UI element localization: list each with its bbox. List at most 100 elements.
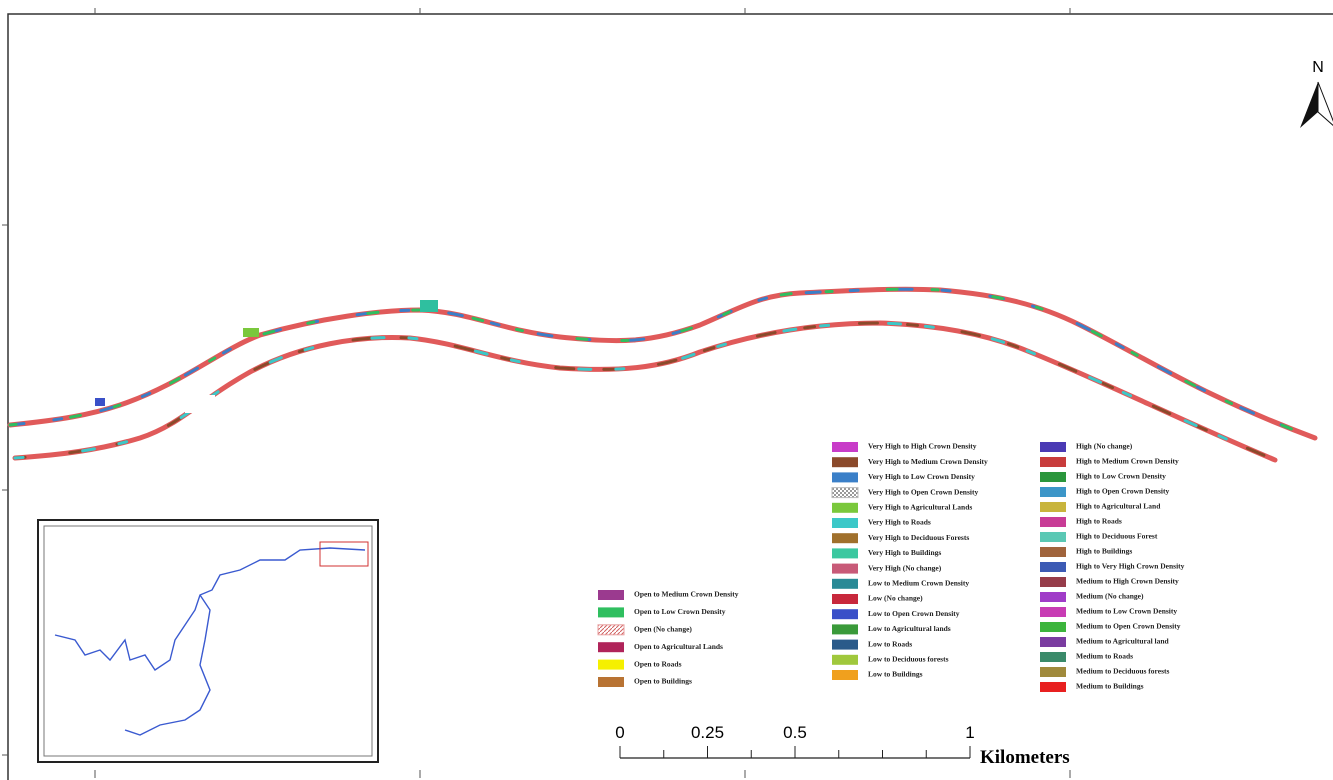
south-bank — [12, 320, 1278, 463]
legend-swatch — [832, 654, 858, 665]
legend-swatch — [598, 590, 624, 600]
inset-map — [37, 519, 379, 763]
legend-label: Low to Buildings — [868, 670, 923, 679]
legend-label: Medium to High Crown Density — [1076, 577, 1179, 586]
legend-label: Medium to Low Crown Density — [1076, 607, 1177, 616]
legend-swatch — [832, 548, 858, 559]
legend: Open to Medium Crown Density Open to Low … — [597, 442, 1185, 692]
legend-label: High to Deciduous Forest — [1076, 532, 1158, 541]
south-bank-change — [13, 321, 1277, 462]
legend-swatch — [1040, 682, 1066, 692]
legend-swatch — [832, 609, 858, 620]
legend-swatch — [1040, 622, 1066, 632]
legend-label: Very High to Roads — [868, 518, 931, 527]
legend-label: Very High to Agricultural Lands — [868, 503, 972, 512]
graticule-ticks — [2, 8, 1071, 778]
legend-label: Very High to Deciduous Forests — [868, 533, 969, 542]
legend-swatch — [832, 563, 858, 574]
legend-label: Low to Deciduous forests — [868, 655, 949, 664]
north-bank-change — [8, 287, 1317, 440]
legend-swatch — [1040, 487, 1066, 497]
patch — [95, 398, 105, 406]
legend-swatch — [1040, 532, 1066, 542]
scale-label: 1 — [965, 723, 974, 742]
legend-label: Medium to Roads — [1076, 652, 1133, 661]
legend-swatch — [832, 578, 858, 589]
legend-swatch — [832, 670, 858, 680]
patch — [243, 328, 259, 337]
legend-label: Open to Agricultural Lands — [634, 642, 723, 651]
scale-label: 0.25 — [691, 723, 724, 742]
scale-label: 0 — [615, 723, 624, 742]
legend-label: Very High to Medium Crown Density — [868, 457, 988, 466]
legend-label: Medium to Open Crown Density — [1076, 622, 1181, 631]
legend-label: High to Very High Crown Density — [1076, 562, 1185, 571]
legend-label: Medium to Agricultural land — [1076, 637, 1170, 646]
legend-swatch — [598, 677, 624, 687]
legend-swatch — [597, 624, 625, 636]
legend-label: High to Open Crown Density — [1076, 487, 1169, 496]
legend-swatch — [1040, 562, 1066, 572]
legend-swatch — [832, 472, 858, 483]
legend-label: High to Buildings — [1076, 547, 1132, 556]
legend-label: High to Agricultural Land — [1076, 502, 1161, 511]
legend-swatch — [1040, 592, 1066, 602]
legend-swatch — [1040, 442, 1066, 452]
legend-swatch — [1040, 517, 1066, 527]
legend-swatch — [1040, 637, 1066, 647]
legend-label: Low to Open Crown Density — [868, 609, 960, 618]
legend-swatch — [832, 502, 858, 513]
legend-swatch — [598, 642, 624, 653]
legend-label: Low to Agricultural lands — [868, 624, 951, 633]
legend-label: High to Low Crown Density — [1076, 472, 1166, 481]
legend-label: Medium to Buildings — [1076, 682, 1144, 691]
legend-label: Open to Medium Crown Density — [634, 590, 739, 599]
legend-swatch — [1040, 547, 1066, 557]
legend-swatch — [598, 659, 624, 670]
legend-label: Very High to High Crown Density — [868, 442, 977, 451]
legend-label: Medium to Deciduous forests — [1076, 667, 1169, 676]
river-banks — [7, 286, 1318, 463]
legend-label: Open to Roads — [634, 659, 682, 668]
legend-label: High to Medium Crown Density — [1076, 457, 1179, 466]
legend-swatch — [832, 533, 858, 544]
patch — [420, 300, 438, 312]
map-frame — [7, 13, 1333, 780]
legend-label: Very High to Low Crown Density — [868, 472, 975, 481]
legend-swatch — [832, 457, 858, 468]
legend-swatch — [832, 518, 858, 528]
scale-unit: Kilometers — [980, 747, 1070, 768]
legend-label: Low (No change) — [868, 594, 923, 603]
legend-swatch — [832, 594, 858, 604]
scale-label: 0.5 — [783, 723, 807, 742]
legend-label: Open to Buildings — [634, 677, 692, 686]
legend-label: Very High to Open Crown Density — [868, 487, 978, 496]
legend-swatch — [1040, 502, 1066, 512]
north-label: N — [1312, 59, 1324, 76]
legend-swatch — [1040, 667, 1066, 677]
south-bank-change — [13, 321, 1277, 462]
legend-swatch — [1040, 652, 1066, 662]
legend-label: Low to Medium Crown Density — [868, 579, 969, 588]
legend-swatch — [831, 487, 859, 499]
legend-label: Very High (No change) — [868, 563, 942, 572]
legend-label: Very High to Buildings — [868, 548, 941, 557]
legend-swatch — [1040, 607, 1066, 617]
legend-label: High to Roads — [1076, 517, 1122, 526]
legend-swatch — [832, 442, 858, 452]
legend-swatch — [1040, 472, 1066, 482]
north-arrow: N — [1300, 59, 1333, 128]
legend-swatch — [598, 607, 624, 618]
legend-swatch — [1040, 577, 1066, 587]
legend-label: Open to Low Crown Density — [634, 607, 726, 616]
legend-swatch — [832, 639, 858, 650]
legend-swatch — [832, 624, 858, 635]
legend-swatch — [1040, 457, 1066, 467]
bank-gap — [185, 395, 215, 413]
scale-bar: 0 0.25 0.5 1 Kilometers — [615, 723, 1069, 768]
legend-label: Open (No change) — [634, 625, 692, 634]
legend-label: Low to Roads — [868, 639, 912, 648]
legend-label: High (No change) — [1076, 442, 1133, 451]
legend-label: Medium (No change) — [1076, 592, 1144, 601]
